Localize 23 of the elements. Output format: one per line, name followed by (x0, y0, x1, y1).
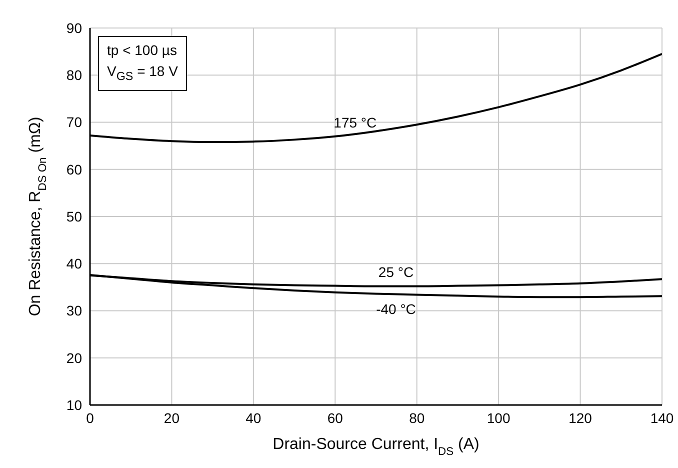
series-label: -40 °C (376, 300, 416, 317)
y-tick-label: 80 (66, 67, 82, 84)
y-tick-label: 40 (66, 256, 82, 272)
y-tick-label: 70 (66, 114, 82, 130)
x-tick-label: 60 (327, 410, 344, 426)
x-tick-label: 80 (409, 410, 425, 426)
series-label: 25 °C (378, 264, 414, 280)
annotation: tp < 100 µs (107, 41, 178, 60)
annotation: V$_{GS}$ = 18 V (107, 62, 178, 85)
y-tick-label: 60 (66, 161, 82, 178)
x-tick-label: 20 (164, 410, 180, 426)
y-tick-label: 10 (66, 396, 82, 413)
x-tick-label: 0 (86, 410, 94, 426)
x-axis-title: Drain-Source Current, I$_{DS}$ (A) (272, 436, 480, 458)
series-label: 175 °C (334, 114, 377, 130)
y-tick-label: 50 (66, 208, 82, 224)
y-tick-label: 30 (66, 302, 82, 319)
y-tick-label: 90 (66, 20, 82, 36)
x-tick-label: 120 (568, 410, 592, 426)
x-tick-label: 140 (650, 410, 674, 426)
x-tick-label: 100 (486, 410, 510, 426)
y-tick-label: 20 (66, 350, 82, 366)
x-tick-label: 40 (246, 410, 262, 426)
